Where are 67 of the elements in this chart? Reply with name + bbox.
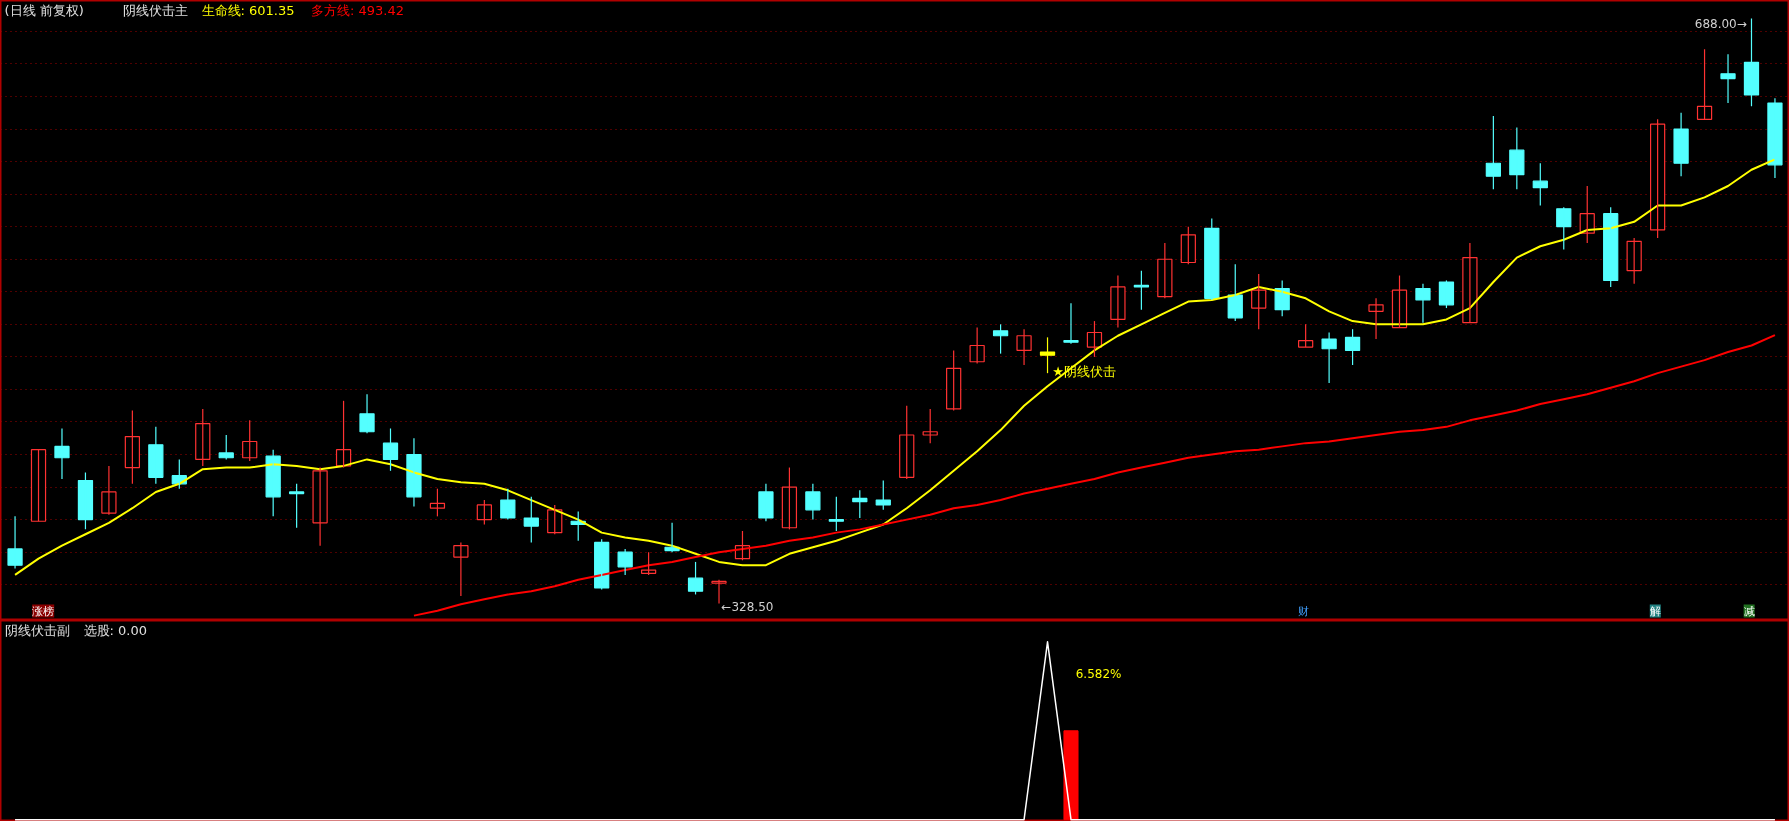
annotation: 688.00→ <box>1694 17 1747 32</box>
candlestick <box>805 483 821 521</box>
candlestick <box>382 427 399 472</box>
candlestick <box>101 465 117 516</box>
candlestick <box>946 349 962 412</box>
candlestick <box>922 408 938 444</box>
candlestick <box>195 408 211 467</box>
chart-title: (日线 前复权) <box>4 2 84 18</box>
text: 生命线: 601.35 <box>201 2 295 18</box>
annotation: 6.582% <box>1075 666 1122 681</box>
text: 财 <box>1297 604 1309 618</box>
text: 涨榜 <box>32 604 55 618</box>
candlestick <box>124 409 141 485</box>
chart-title: 阴线伏击副 <box>4 622 70 638</box>
candlestick <box>429 488 446 517</box>
text: 多方线: 493.42 <box>311 2 404 18</box>
text: 解 <box>1649 604 1661 618</box>
candlestick <box>1649 118 1666 239</box>
candlestick <box>476 499 492 526</box>
candlestick <box>992 323 1009 355</box>
candlestick <box>1321 331 1337 384</box>
candlestick <box>523 496 539 543</box>
text: 减 <box>1743 604 1755 618</box>
candlestick <box>265 449 281 517</box>
candlestick <box>148 426 164 485</box>
candlestick <box>1016 328 1032 366</box>
candlestick <box>500 488 516 521</box>
candlestick <box>1532 162 1548 207</box>
candlestick <box>7 515 23 570</box>
candlestick <box>1110 274 1126 329</box>
candlestick <box>218 434 234 460</box>
candlestick <box>1157 242 1173 299</box>
candlestick <box>1063 302 1079 345</box>
candlestick <box>1368 297 1384 340</box>
candlestick <box>1133 270 1150 311</box>
candlestick <box>1344 328 1361 366</box>
candlestick <box>1673 112 1689 177</box>
candlestick <box>288 483 305 529</box>
candlestick <box>1509 126 1525 190</box>
candlestick <box>1720 53 1736 104</box>
candlestick <box>312 466 328 547</box>
candlestick <box>453 541 469 597</box>
chart-subtitle: 选股: 0.00 <box>83 622 147 638</box>
candlestick <box>1415 283 1431 324</box>
candlestick <box>1556 206 1572 251</box>
candlestick <box>828 496 844 532</box>
candlestick <box>781 466 798 530</box>
candlestick <box>30 449 47 522</box>
annotation: ★阴线伏击 <box>1052 363 1116 379</box>
candlestick <box>1180 226 1196 265</box>
candlestick <box>1485 115 1502 190</box>
candlestick <box>1438 279 1455 309</box>
candlestick <box>1696 48 1713 120</box>
candlestick <box>77 471 94 530</box>
candlestick <box>1298 323 1314 348</box>
candlestick <box>899 405 915 480</box>
candlestick <box>1204 217 1220 301</box>
candlestick <box>758 483 774 522</box>
candlestick <box>1626 237 1642 285</box>
candlestick <box>640 551 657 576</box>
candlestick <box>875 479 891 511</box>
candlestick <box>687 561 704 596</box>
candlestick <box>359 393 375 434</box>
annotation: ←328.50 <box>721 600 774 615</box>
chart-subtitle: 阴线伏击主 <box>122 2 188 18</box>
candlestick <box>1251 273 1267 330</box>
candlestick <box>1767 97 1783 179</box>
